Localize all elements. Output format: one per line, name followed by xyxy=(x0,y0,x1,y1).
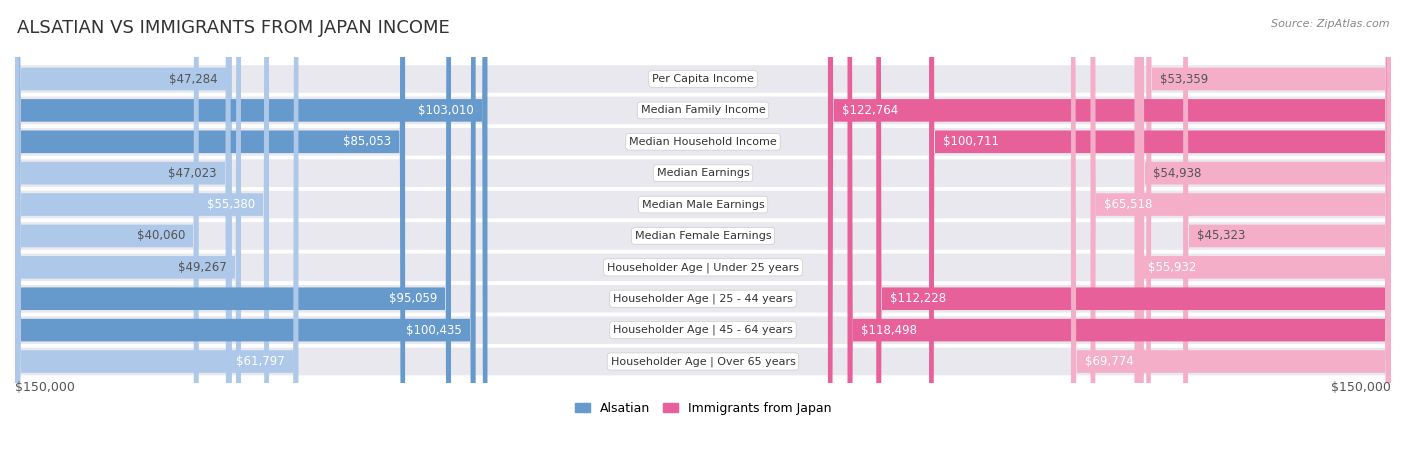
FancyBboxPatch shape xyxy=(15,0,488,467)
Text: $150,000: $150,000 xyxy=(1331,381,1391,394)
FancyBboxPatch shape xyxy=(15,0,405,467)
Text: Householder Age | 45 - 64 years: Householder Age | 45 - 64 years xyxy=(613,325,793,335)
Text: $61,797: $61,797 xyxy=(236,355,284,368)
FancyBboxPatch shape xyxy=(1135,0,1391,467)
Text: $49,267: $49,267 xyxy=(179,261,228,274)
FancyBboxPatch shape xyxy=(876,0,1391,467)
FancyBboxPatch shape xyxy=(15,0,1391,467)
Text: $45,323: $45,323 xyxy=(1197,229,1246,242)
Text: $95,059: $95,059 xyxy=(389,292,437,305)
FancyBboxPatch shape xyxy=(15,0,1391,467)
FancyBboxPatch shape xyxy=(15,0,451,467)
Text: $47,284: $47,284 xyxy=(170,72,218,85)
FancyBboxPatch shape xyxy=(1071,0,1391,467)
Text: $47,023: $47,023 xyxy=(169,167,217,180)
Text: $100,435: $100,435 xyxy=(406,324,463,337)
FancyBboxPatch shape xyxy=(15,0,1391,467)
FancyBboxPatch shape xyxy=(828,0,1391,467)
FancyBboxPatch shape xyxy=(848,0,1391,467)
Text: $54,938: $54,938 xyxy=(1153,167,1201,180)
Text: Median Household Income: Median Household Income xyxy=(628,137,778,147)
Text: $53,359: $53,359 xyxy=(1160,72,1208,85)
Text: Householder Age | 25 - 44 years: Householder Age | 25 - 44 years xyxy=(613,293,793,304)
Text: Per Capita Income: Per Capita Income xyxy=(652,74,754,84)
Text: $112,228: $112,228 xyxy=(890,292,946,305)
FancyBboxPatch shape xyxy=(929,0,1391,467)
FancyBboxPatch shape xyxy=(15,0,231,467)
FancyBboxPatch shape xyxy=(15,0,232,467)
FancyBboxPatch shape xyxy=(15,0,1391,467)
FancyBboxPatch shape xyxy=(15,0,1391,467)
FancyBboxPatch shape xyxy=(15,0,198,467)
FancyBboxPatch shape xyxy=(15,0,1391,467)
Text: Median Male Earnings: Median Male Earnings xyxy=(641,199,765,210)
FancyBboxPatch shape xyxy=(15,0,298,467)
Text: $103,010: $103,010 xyxy=(418,104,474,117)
FancyBboxPatch shape xyxy=(15,0,1391,467)
Text: Median Female Earnings: Median Female Earnings xyxy=(634,231,772,241)
Text: $55,380: $55,380 xyxy=(207,198,256,211)
FancyBboxPatch shape xyxy=(15,0,240,467)
Text: $100,711: $100,711 xyxy=(943,135,998,149)
Text: Median Earnings: Median Earnings xyxy=(657,168,749,178)
Text: $40,060: $40,060 xyxy=(136,229,186,242)
FancyBboxPatch shape xyxy=(15,0,1391,467)
Text: ALSATIAN VS IMMIGRANTS FROM JAPAN INCOME: ALSATIAN VS IMMIGRANTS FROM JAPAN INCOME xyxy=(17,19,450,37)
FancyBboxPatch shape xyxy=(1139,0,1391,467)
FancyBboxPatch shape xyxy=(15,0,1391,467)
Text: $65,518: $65,518 xyxy=(1104,198,1153,211)
Text: Source: ZipAtlas.com: Source: ZipAtlas.com xyxy=(1271,19,1389,28)
Text: Median Family Income: Median Family Income xyxy=(641,106,765,115)
Text: $122,764: $122,764 xyxy=(842,104,898,117)
Legend: Alsatian, Immigrants from Japan: Alsatian, Immigrants from Japan xyxy=(569,396,837,420)
Text: Householder Age | Under 25 years: Householder Age | Under 25 years xyxy=(607,262,799,273)
Text: $150,000: $150,000 xyxy=(15,381,75,394)
Text: $85,053: $85,053 xyxy=(343,135,391,149)
FancyBboxPatch shape xyxy=(1182,0,1391,467)
Text: $55,932: $55,932 xyxy=(1149,261,1197,274)
FancyBboxPatch shape xyxy=(15,0,1391,467)
FancyBboxPatch shape xyxy=(1091,0,1391,467)
Text: Householder Age | Over 65 years: Householder Age | Over 65 years xyxy=(610,356,796,367)
FancyBboxPatch shape xyxy=(15,0,475,467)
Text: $118,498: $118,498 xyxy=(862,324,917,337)
Text: $69,774: $69,774 xyxy=(1085,355,1133,368)
FancyBboxPatch shape xyxy=(1146,0,1391,467)
FancyBboxPatch shape xyxy=(15,0,269,467)
